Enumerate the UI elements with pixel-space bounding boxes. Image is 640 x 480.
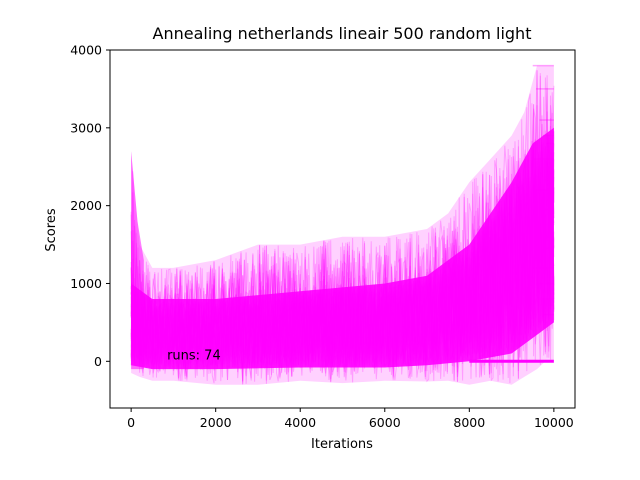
runs-core-band — [131, 127, 554, 370]
axes-frame — [109, 49, 576, 409]
x-tick-label: 4000 — [284, 415, 316, 430]
y-tick-label: 4000 — [70, 43, 102, 58]
y-tick-label: 1000 — [70, 276, 102, 291]
x-tick-label: 6000 — [369, 415, 401, 430]
chart-title: Annealing netherlands lineair 500 random… — [153, 24, 532, 43]
axes: 0 2000 4000 6000 8000 10000 0 1000 2000 3000 4000 — [70, 43, 576, 430]
x-tick-label: 10000 — [534, 415, 574, 430]
x-axis-label: Iterations — [311, 437, 373, 452]
x-tick-label: 2000 — [200, 415, 232, 430]
plot-area: runs: 74 — [130, 64, 555, 385]
y-axis-label: Scores — [44, 208, 59, 251]
runs-annotation: runs: 74 — [167, 349, 221, 364]
y-tick-label: 0 — [94, 354, 102, 369]
initial-spike — [131, 151, 144, 370]
x-tick-label: 8000 — [453, 415, 485, 430]
x-tick-label: 0 — [127, 415, 135, 430]
y-tick-label: 3000 — [70, 120, 102, 135]
y-tick-label: 2000 — [70, 198, 102, 213]
